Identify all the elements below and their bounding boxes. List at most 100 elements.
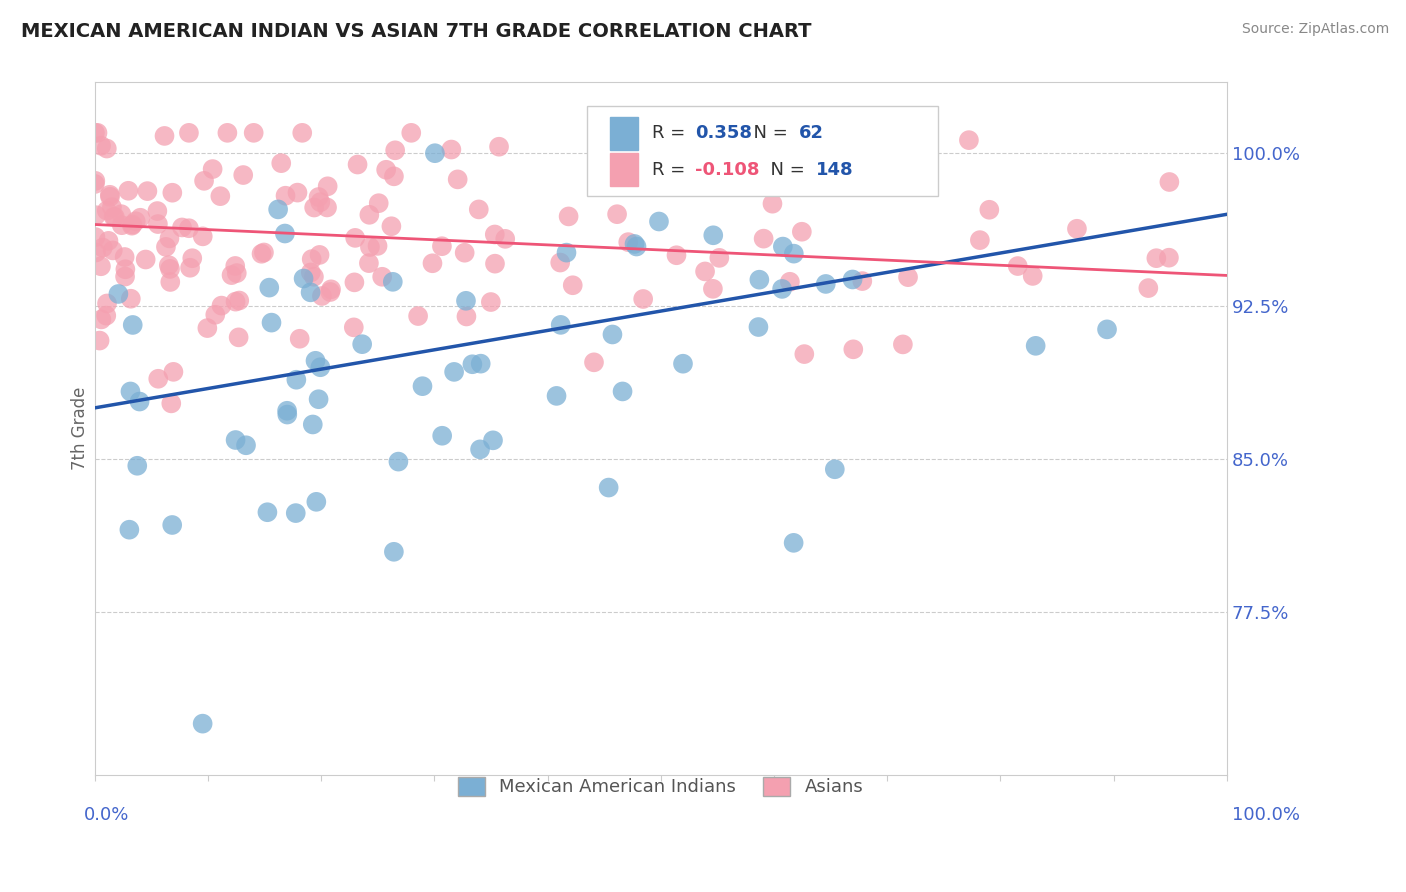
Point	[810, 149, 832, 163]
Point	[259, 280, 281, 294]
Point	[387, 455, 409, 469]
Point	[606, 207, 628, 221]
Point	[693, 264, 716, 278]
Point	[291, 126, 314, 140]
Point	[979, 202, 1001, 217]
Point	[380, 219, 402, 234]
Point	[814, 277, 837, 291]
Point	[346, 157, 368, 171]
Point	[84, 126, 107, 140]
Text: N =: N =	[759, 161, 811, 179]
Point	[382, 169, 405, 184]
Point	[146, 204, 169, 219]
Point	[598, 481, 620, 495]
Point	[447, 172, 470, 186]
Point	[287, 186, 309, 200]
Point	[617, 235, 640, 249]
Point	[422, 256, 444, 270]
Point	[228, 330, 250, 344]
Point	[381, 275, 404, 289]
Point	[114, 250, 136, 264]
Point	[430, 428, 453, 442]
Point	[104, 210, 127, 224]
Text: 100.0%: 100.0%	[1232, 805, 1301, 823]
Point	[359, 208, 381, 222]
Point	[382, 545, 405, 559]
Point	[602, 327, 624, 342]
Point	[301, 417, 323, 432]
Point	[891, 337, 914, 351]
Point	[260, 316, 283, 330]
Point	[1095, 322, 1118, 336]
Point	[292, 271, 315, 285]
Point	[179, 260, 201, 275]
Point	[225, 294, 247, 309]
Point	[319, 285, 342, 299]
Point	[731, 146, 754, 161]
Point	[90, 260, 112, 274]
Point	[488, 139, 510, 153]
Point	[221, 268, 243, 282]
Point	[841, 272, 863, 286]
Point	[631, 292, 654, 306]
Point	[479, 295, 502, 310]
Point	[162, 186, 184, 200]
Point	[193, 174, 215, 188]
Point	[228, 293, 250, 308]
Point	[359, 240, 381, 254]
Text: MEXICAN AMERICAN INDIAN VS ASIAN 7TH GRADE CORRELATION CHART: MEXICAN AMERICAN INDIAN VS ASIAN 7TH GRA…	[21, 22, 811, 41]
Point	[1025, 339, 1047, 353]
Point	[648, 214, 671, 228]
Point	[170, 220, 193, 235]
Point	[546, 389, 568, 403]
Point	[84, 245, 107, 260]
Point	[582, 355, 605, 369]
Point	[790, 225, 813, 239]
Point	[783, 246, 806, 260]
Point	[702, 282, 724, 296]
Point	[454, 293, 477, 308]
Text: 148: 148	[815, 161, 853, 179]
Point	[308, 190, 330, 204]
Point	[217, 126, 239, 140]
Point	[470, 357, 492, 371]
Point	[752, 232, 775, 246]
Point	[118, 523, 141, 537]
Point	[548, 255, 571, 269]
Point	[1007, 259, 1029, 273]
Point	[90, 312, 112, 326]
Point	[267, 202, 290, 217]
Text: 0.0%: 0.0%	[83, 805, 129, 823]
Point	[897, 270, 920, 285]
Point	[842, 343, 865, 357]
Point	[159, 261, 181, 276]
Point	[401, 126, 423, 140]
Point	[384, 143, 406, 157]
Point	[494, 232, 516, 246]
Point	[96, 309, 118, 323]
Text: -0.108: -0.108	[695, 161, 759, 179]
Point	[371, 269, 394, 284]
Point	[127, 458, 149, 473]
Point	[224, 259, 246, 273]
Point	[375, 162, 398, 177]
Point	[440, 143, 463, 157]
Point	[86, 126, 108, 140]
Point	[191, 229, 214, 244]
Point	[367, 196, 389, 211]
Point	[84, 208, 107, 222]
Point	[482, 434, 505, 448]
Point	[96, 142, 118, 156]
Point	[201, 162, 224, 177]
Point	[770, 282, 793, 296]
Point	[1159, 175, 1181, 189]
Point	[101, 200, 124, 214]
Point	[302, 269, 325, 284]
Point	[211, 299, 233, 313]
Point	[302, 201, 325, 215]
Point	[484, 257, 506, 271]
Point	[456, 310, 478, 324]
Point	[129, 211, 152, 225]
Point	[83, 177, 105, 191]
Point	[117, 184, 139, 198]
